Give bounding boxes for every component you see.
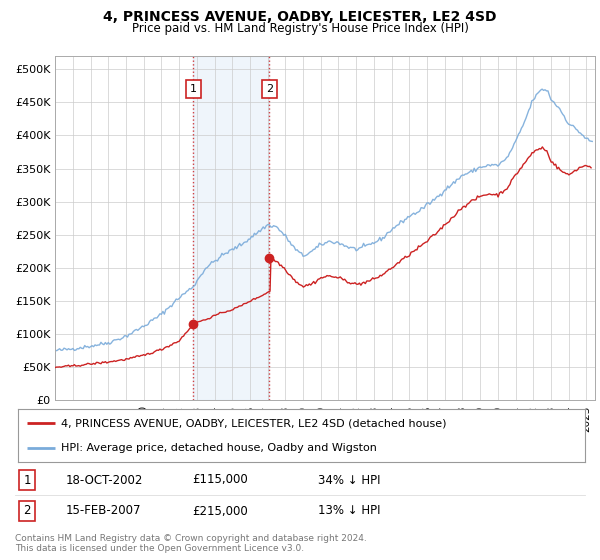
Text: HPI: Average price, detached house, Oadby and Wigston: HPI: Average price, detached house, Oadb… — [61, 442, 376, 452]
Text: Contains HM Land Registry data © Crown copyright and database right 2024.
This d: Contains HM Land Registry data © Crown c… — [15, 534, 367, 553]
Text: 1: 1 — [23, 474, 31, 487]
Text: 4, PRINCESS AVENUE, OADBY, LEICESTER, LE2 4SD (detached house): 4, PRINCESS AVENUE, OADBY, LEICESTER, LE… — [61, 418, 446, 428]
Text: 13% ↓ HPI: 13% ↓ HPI — [318, 505, 380, 517]
Text: £115,000: £115,000 — [192, 474, 248, 487]
Text: 1: 1 — [190, 84, 197, 94]
Bar — [193, 56, 269, 400]
Text: 2: 2 — [23, 505, 31, 517]
Text: 18-OCT-2002: 18-OCT-2002 — [66, 474, 143, 487]
Text: £215,000: £215,000 — [192, 505, 248, 517]
Text: 2: 2 — [266, 84, 273, 94]
Text: 34% ↓ HPI: 34% ↓ HPI — [318, 474, 380, 487]
Text: 4, PRINCESS AVENUE, OADBY, LEICESTER, LE2 4SD: 4, PRINCESS AVENUE, OADBY, LEICESTER, LE… — [103, 10, 497, 24]
Text: Price paid vs. HM Land Registry's House Price Index (HPI): Price paid vs. HM Land Registry's House … — [131, 22, 469, 35]
Text: 15-FEB-2007: 15-FEB-2007 — [66, 505, 142, 517]
